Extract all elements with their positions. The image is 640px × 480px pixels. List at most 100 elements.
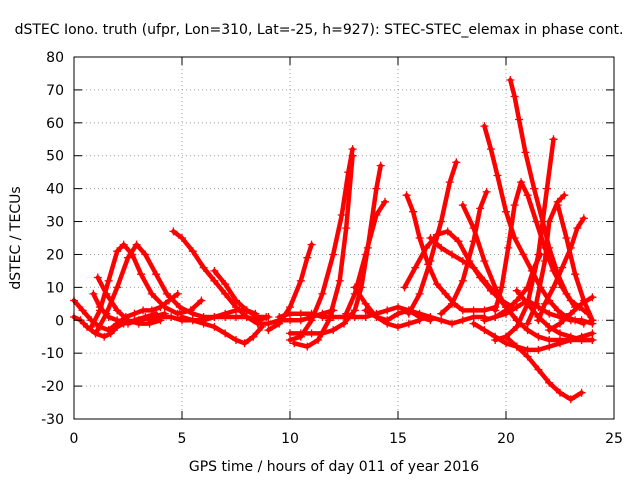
- data-point: [486, 145, 495, 154]
- data-point: [534, 345, 543, 354]
- data-point: [426, 234, 435, 242]
- data-point: [383, 316, 392, 325]
- data-point: [350, 283, 359, 292]
- data-point: [307, 309, 316, 318]
- data-point: [469, 319, 478, 328]
- data-point: [512, 286, 521, 295]
- series-line: [503, 334, 584, 402]
- data-point: [87, 322, 96, 331]
- data-point: [573, 224, 582, 233]
- data-point: [134, 319, 143, 328]
- data-point: [113, 283, 122, 292]
- y-tick-label: 20: [46, 247, 64, 263]
- data-point: [540, 299, 549, 308]
- series-10: [145, 313, 273, 325]
- data-point: [553, 201, 562, 210]
- y-tick-label: -20: [41, 379, 64, 395]
- data-point: [376, 161, 385, 170]
- data-point: [296, 329, 305, 338]
- data-point: [188, 247, 197, 256]
- data-point: [415, 289, 424, 298]
- data-point: [78, 306, 87, 315]
- data-point: [100, 332, 109, 341]
- data-point: [577, 316, 586, 325]
- y-tick-label: -30: [41, 412, 64, 428]
- data-point: [556, 313, 564, 321]
- data-point: [119, 240, 128, 249]
- data-point: [232, 296, 240, 305]
- data-point: [469, 263, 478, 272]
- data-point: [521, 148, 530, 157]
- data-point: [543, 184, 551, 193]
- data-point: [553, 306, 562, 315]
- data-point: [512, 342, 521, 351]
- data-point: [530, 184, 539, 193]
- data-point: [350, 313, 359, 321]
- x-tick-label: 20: [497, 431, 515, 447]
- data-point: [545, 378, 554, 387]
- data-point: [448, 299, 456, 308]
- data-point: [493, 171, 502, 180]
- data-point: [329, 313, 338, 321]
- data-point: [571, 270, 580, 279]
- data-point: [199, 263, 208, 272]
- data-point: [340, 313, 348, 321]
- data-point: [443, 227, 452, 236]
- series-30: [534, 214, 588, 325]
- data-point: [348, 151, 357, 160]
- data-point: [394, 303, 402, 312]
- data-point: [512, 303, 521, 312]
- data-point: [286, 329, 294, 338]
- data-point: [409, 207, 418, 216]
- series-23: [437, 187, 491, 318]
- series-line: [93, 242, 258, 336]
- data-point: [402, 191, 411, 200]
- data-point: [560, 191, 569, 200]
- data-point: [534, 313, 543, 321]
- data-point: [156, 313, 165, 321]
- data-point: [497, 283, 506, 292]
- data-point: [210, 266, 219, 275]
- data-point: [124, 316, 132, 325]
- data-point: [147, 289, 156, 298]
- y-tick-label: 10: [46, 280, 64, 296]
- data-point: [102, 289, 111, 298]
- data-point: [534, 365, 543, 374]
- data-point: [556, 339, 564, 348]
- data-point: [210, 276, 219, 285]
- data-point: [502, 332, 510, 341]
- data-point: [188, 316, 197, 325]
- series-35: [545, 293, 597, 335]
- data-point: [476, 204, 485, 213]
- data-point: [579, 214, 588, 223]
- data-point: [458, 257, 467, 265]
- series-34: [512, 286, 597, 344]
- data-point: [523, 191, 532, 200]
- data-point: [197, 296, 206, 305]
- data-point: [296, 309, 305, 318]
- data-point: [178, 316, 186, 325]
- data-point: [534, 303, 543, 312]
- y-tick-label: 50: [46, 149, 64, 165]
- series-36: [275, 303, 435, 325]
- data-point: [540, 257, 549, 265]
- y-tick-label: -10: [41, 346, 64, 362]
- data-point: [257, 322, 266, 331]
- data-point: [506, 76, 515, 84]
- data-point: [504, 243, 513, 252]
- data-point: [545, 342, 554, 351]
- y-tick-label: 0: [55, 313, 64, 329]
- data-point: [404, 306, 413, 315]
- data-point: [523, 319, 532, 328]
- x-tick-label: 25: [605, 431, 623, 447]
- data-point: [303, 253, 312, 262]
- data-point: [577, 388, 586, 397]
- series-line: [438, 189, 489, 316]
- data-point: [437, 217, 446, 226]
- data-point: [337, 211, 346, 219]
- data-point: [480, 257, 489, 265]
- data-point: [480, 122, 489, 131]
- data-point: [523, 352, 532, 361]
- data-point: [415, 234, 424, 242]
- data-point: [318, 289, 327, 298]
